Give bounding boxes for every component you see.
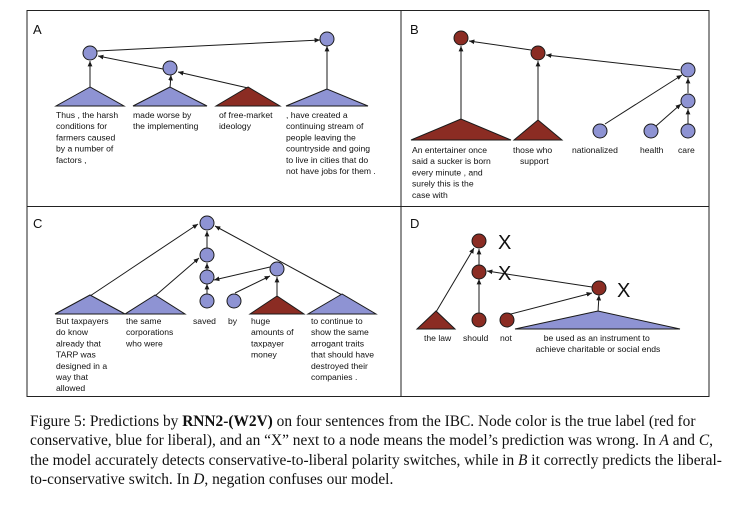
leaf-label: the same corporations who were: [125, 316, 176, 348]
edge: [177, 70, 249, 89]
panel-b: B An entertainer once said a sucker is b…: [410, 22, 696, 200]
edge: [604, 74, 683, 125]
panel-c-letter: C: [33, 216, 42, 231]
tree-node: [82, 45, 98, 61]
tree-node: [269, 261, 285, 277]
caption-panel-ref: D: [193, 471, 205, 489]
phrase-triangle: [54, 86, 126, 107]
leaf-label: by: [228, 316, 238, 326]
tree-node: [471, 312, 487, 328]
leaf-label: should: [463, 333, 489, 343]
caption-text: Figure 5: Predictions by: [30, 413, 183, 430]
leaf-label: made worse by the implementing: [133, 110, 199, 131]
figure-canvas: A Thus , the harsh conditions for farmer…: [26, 10, 710, 397]
tree-node: [199, 269, 215, 285]
caption-panel-ref: B: [518, 451, 528, 469]
leaf-label: those who support: [513, 145, 555, 166]
edge: [655, 103, 682, 127]
leaf-label: of free-market ideology: [219, 110, 275, 131]
phrase-triangle: [248, 295, 306, 315]
leaf-label: the law: [424, 333, 452, 343]
wrong-prediction-mark: X: [498, 263, 511, 285]
edge: [168, 74, 173, 89]
edge: [96, 37, 321, 52]
edge: [234, 275, 271, 294]
panel-d: D X X X the law should not be used as an…: [410, 216, 681, 354]
phrase-triangle: [514, 310, 681, 330]
caption-text: , negation confuses our model.: [204, 471, 394, 489]
tree-node: [199, 247, 215, 263]
panel-a-letter: A: [33, 22, 42, 37]
tree-node: [162, 60, 178, 76]
edge: [213, 266, 271, 282]
panel-b-letter: B: [410, 22, 419, 37]
panel-a: A Thus , the harsh conditions for farmer…: [33, 22, 376, 176]
leaf-label: not: [500, 333, 513, 343]
phrase-triangle: [123, 294, 187, 315]
tree-node: [471, 233, 487, 249]
panel-c: C But taxpayers do know already that TAR…: [33, 215, 378, 393]
caption-text: it correctly predicts the liberal-to-con…: [30, 451, 722, 489]
leaf-label: Thus , the harsh conditions for farmers …: [56, 110, 121, 165]
tree-node: [591, 280, 607, 296]
phrase-triangle: [410, 118, 512, 141]
panel-a-frame: [26, 10, 402, 207]
tree-node: [453, 30, 469, 46]
tree-node: [680, 62, 696, 78]
edge: [486, 269, 593, 288]
caption-text: , the model accurately detects conservat…: [30, 432, 713, 469]
panel-d-frame: [400, 206, 710, 397]
leaf-label: An entertainer once said a sucker is bor…: [412, 145, 493, 200]
caption-text: . Node color is the true label (red for …: [30, 413, 696, 450]
leaf-label: huge amounts of taxpayer money: [251, 316, 296, 360]
wrong-prediction-mark: X: [617, 280, 630, 302]
edge: [97, 54, 164, 70]
phrase-triangle: [214, 86, 282, 107]
tree-node: [643, 123, 659, 139]
tree-node: [592, 123, 608, 139]
tree-node: [499, 312, 515, 328]
edge: [154, 257, 200, 297]
tree-node: [680, 123, 696, 139]
caption-text: on four sentences from the: [272, 413, 445, 430]
caption-dataset-name: IBC: [444, 413, 471, 430]
phrase-triangle: [415, 310, 457, 330]
tree-node: [199, 215, 215, 231]
leaf-label: be used as an instrument to achieve char…: [536, 333, 661, 354]
phrase-triangle: [132, 86, 208, 107]
caption-panel-ref: A: [659, 432, 669, 450]
wrong-prediction-mark: X: [498, 232, 511, 254]
caption-panel-ref: C: [698, 432, 710, 450]
phrase-triangle: [306, 293, 378, 315]
figure-caption: Figure 5: Predictions by RNN2-(W2V) on f…: [30, 412, 722, 490]
phrase-triangle: [285, 88, 369, 107]
edge: [545, 53, 681, 71]
tree-node: [319, 31, 335, 47]
leaf-label: , have created a continuing stream of pe…: [286, 110, 376, 176]
edge: [214, 225, 343, 296]
tree-node: [680, 93, 696, 109]
tree-node: [530, 45, 546, 61]
caption-text: and: [668, 432, 699, 450]
leaf-label: saved: [193, 316, 216, 326]
phrase-triangle: [54, 294, 126, 315]
tree-node: [471, 264, 487, 280]
edge: [435, 247, 475, 313]
phrase-triangle: [512, 119, 564, 141]
caption-model-name: RNN2-(W2V): [182, 413, 273, 430]
leaf-label: to continue to show the same arrogant tr…: [311, 316, 376, 382]
tree-node: [226, 293, 242, 309]
leaf-label: health: [640, 145, 664, 155]
edge: [506, 292, 593, 316]
edge: [596, 294, 602, 313]
tree-node: [199, 293, 215, 309]
edge: [89, 223, 199, 297]
panel-d-letter: D: [410, 216, 419, 231]
leaf-label: nationalized: [572, 145, 618, 155]
leaf-label: But taxpayers do know already that TARP …: [55, 316, 111, 393]
edge: [468, 39, 532, 51]
leaf-label: care: [678, 145, 695, 155]
